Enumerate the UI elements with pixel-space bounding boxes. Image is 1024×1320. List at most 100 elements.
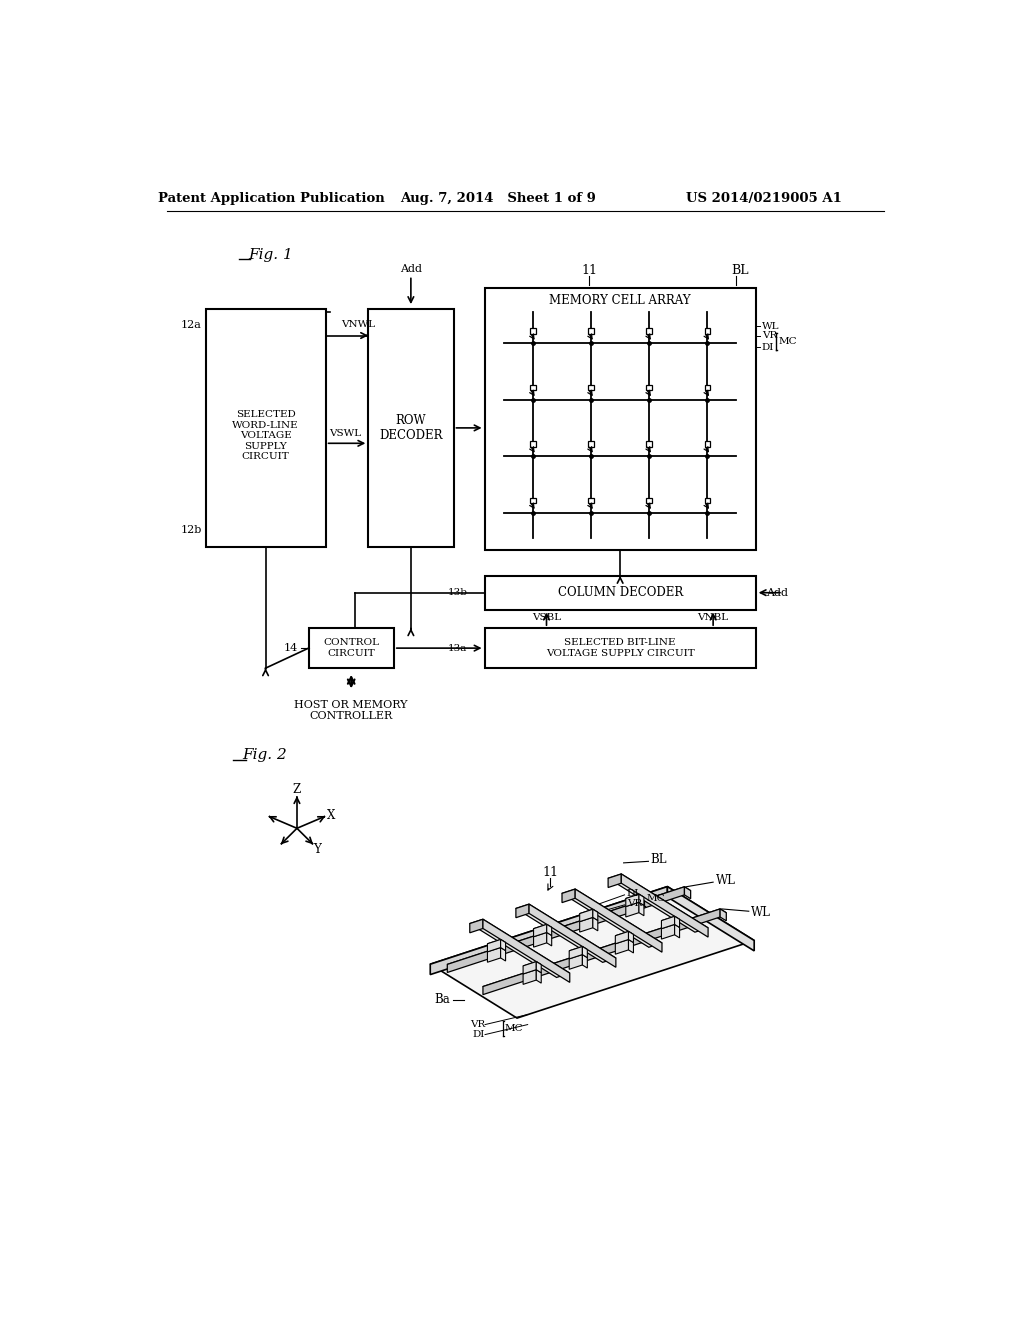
Polygon shape — [675, 924, 680, 939]
Bar — [589, 441, 594, 446]
Bar — [646, 329, 652, 334]
Text: 11: 11 — [582, 264, 597, 277]
Text: DI: DI — [473, 1030, 485, 1039]
Polygon shape — [523, 961, 537, 974]
Polygon shape — [639, 894, 644, 906]
Bar — [646, 441, 652, 446]
Polygon shape — [583, 946, 588, 958]
Text: Z: Z — [293, 783, 301, 796]
Polygon shape — [447, 887, 684, 973]
Text: MC: MC — [779, 337, 798, 346]
Text: Ba: Ba — [434, 993, 450, 1006]
Text: Y: Y — [313, 843, 322, 857]
Polygon shape — [537, 961, 542, 973]
Polygon shape — [487, 948, 501, 962]
Text: VNWL: VNWL — [341, 321, 375, 329]
Bar — [530, 498, 536, 503]
Text: BL: BL — [731, 264, 749, 277]
Polygon shape — [470, 919, 569, 977]
Bar — [646, 498, 652, 503]
Polygon shape — [562, 890, 575, 903]
Polygon shape — [547, 932, 552, 946]
Text: Add: Add — [766, 587, 788, 598]
Text: DI: DI — [762, 343, 774, 351]
Polygon shape — [534, 924, 552, 932]
Polygon shape — [675, 916, 680, 928]
Text: ROW
DECODER: ROW DECODER — [379, 414, 442, 442]
Bar — [589, 498, 594, 503]
Text: Fig. 1: Fig. 1 — [248, 248, 293, 261]
Polygon shape — [575, 890, 662, 952]
Polygon shape — [569, 946, 583, 958]
Polygon shape — [547, 924, 552, 936]
Polygon shape — [562, 890, 662, 948]
Polygon shape — [662, 924, 675, 939]
Text: MC: MC — [505, 1024, 523, 1034]
Bar — [646, 384, 652, 391]
Text: HOST OR MEMORY
CONTROLLER: HOST OR MEMORY CONTROLLER — [295, 700, 408, 721]
Polygon shape — [662, 916, 680, 924]
Text: 12a: 12a — [181, 321, 202, 330]
Polygon shape — [615, 940, 634, 946]
Polygon shape — [529, 904, 615, 968]
Polygon shape — [501, 948, 506, 961]
Polygon shape — [622, 874, 708, 937]
Polygon shape — [537, 970, 542, 983]
Polygon shape — [483, 919, 569, 982]
Polygon shape — [629, 940, 634, 953]
Polygon shape — [626, 894, 644, 902]
Text: X: X — [327, 809, 335, 822]
Polygon shape — [487, 948, 506, 954]
Polygon shape — [615, 940, 629, 954]
Bar — [705, 384, 710, 391]
Bar — [705, 498, 710, 503]
Polygon shape — [534, 924, 547, 937]
Polygon shape — [629, 932, 634, 942]
Polygon shape — [447, 887, 690, 969]
Polygon shape — [580, 917, 593, 932]
Polygon shape — [534, 932, 552, 940]
Polygon shape — [580, 909, 593, 921]
Polygon shape — [580, 917, 598, 925]
Polygon shape — [583, 954, 588, 968]
Polygon shape — [470, 919, 483, 933]
Polygon shape — [523, 970, 537, 985]
Polygon shape — [516, 904, 529, 917]
Polygon shape — [523, 961, 542, 969]
Polygon shape — [569, 954, 583, 969]
Polygon shape — [483, 909, 726, 990]
Text: WL: WL — [762, 322, 779, 331]
Polygon shape — [430, 887, 668, 974]
Polygon shape — [483, 909, 720, 995]
Bar — [589, 329, 594, 334]
Polygon shape — [615, 932, 634, 939]
Polygon shape — [608, 874, 708, 932]
Polygon shape — [593, 909, 598, 920]
Polygon shape — [626, 894, 639, 907]
Polygon shape — [626, 903, 639, 917]
Bar — [530, 441, 536, 446]
Polygon shape — [662, 924, 680, 932]
Polygon shape — [569, 946, 588, 954]
Text: WL: WL — [751, 907, 771, 919]
Text: MEMORY CELL ARRAY: MEMORY CELL ARRAY — [549, 294, 691, 308]
Polygon shape — [534, 932, 547, 948]
Text: US 2014/0219005 A1: US 2014/0219005 A1 — [685, 191, 842, 205]
Text: CONTROL
CIRCUIT: CONTROL CIRCUIT — [324, 639, 379, 657]
Text: SELECTED
WORD-LINE
VOLTAGE
SUPPLY
CIRCUIT: SELECTED WORD-LINE VOLTAGE SUPPLY CIRCUI… — [232, 411, 299, 461]
Text: VNBL: VNBL — [697, 612, 729, 622]
Text: VR: VR — [762, 331, 777, 341]
Text: Fig. 2: Fig. 2 — [243, 748, 288, 762]
Text: Patent Application Publication: Patent Application Publication — [158, 191, 385, 205]
Text: 14: 14 — [284, 643, 298, 653]
Polygon shape — [615, 932, 629, 944]
Polygon shape — [720, 909, 726, 921]
Bar — [484, 288, 756, 549]
Polygon shape — [668, 887, 755, 950]
Text: VSWL: VSWL — [330, 429, 361, 438]
Polygon shape — [639, 903, 644, 916]
Bar — [530, 329, 536, 334]
Bar — [705, 329, 710, 334]
Polygon shape — [430, 887, 755, 1018]
Text: WL: WL — [716, 874, 735, 887]
